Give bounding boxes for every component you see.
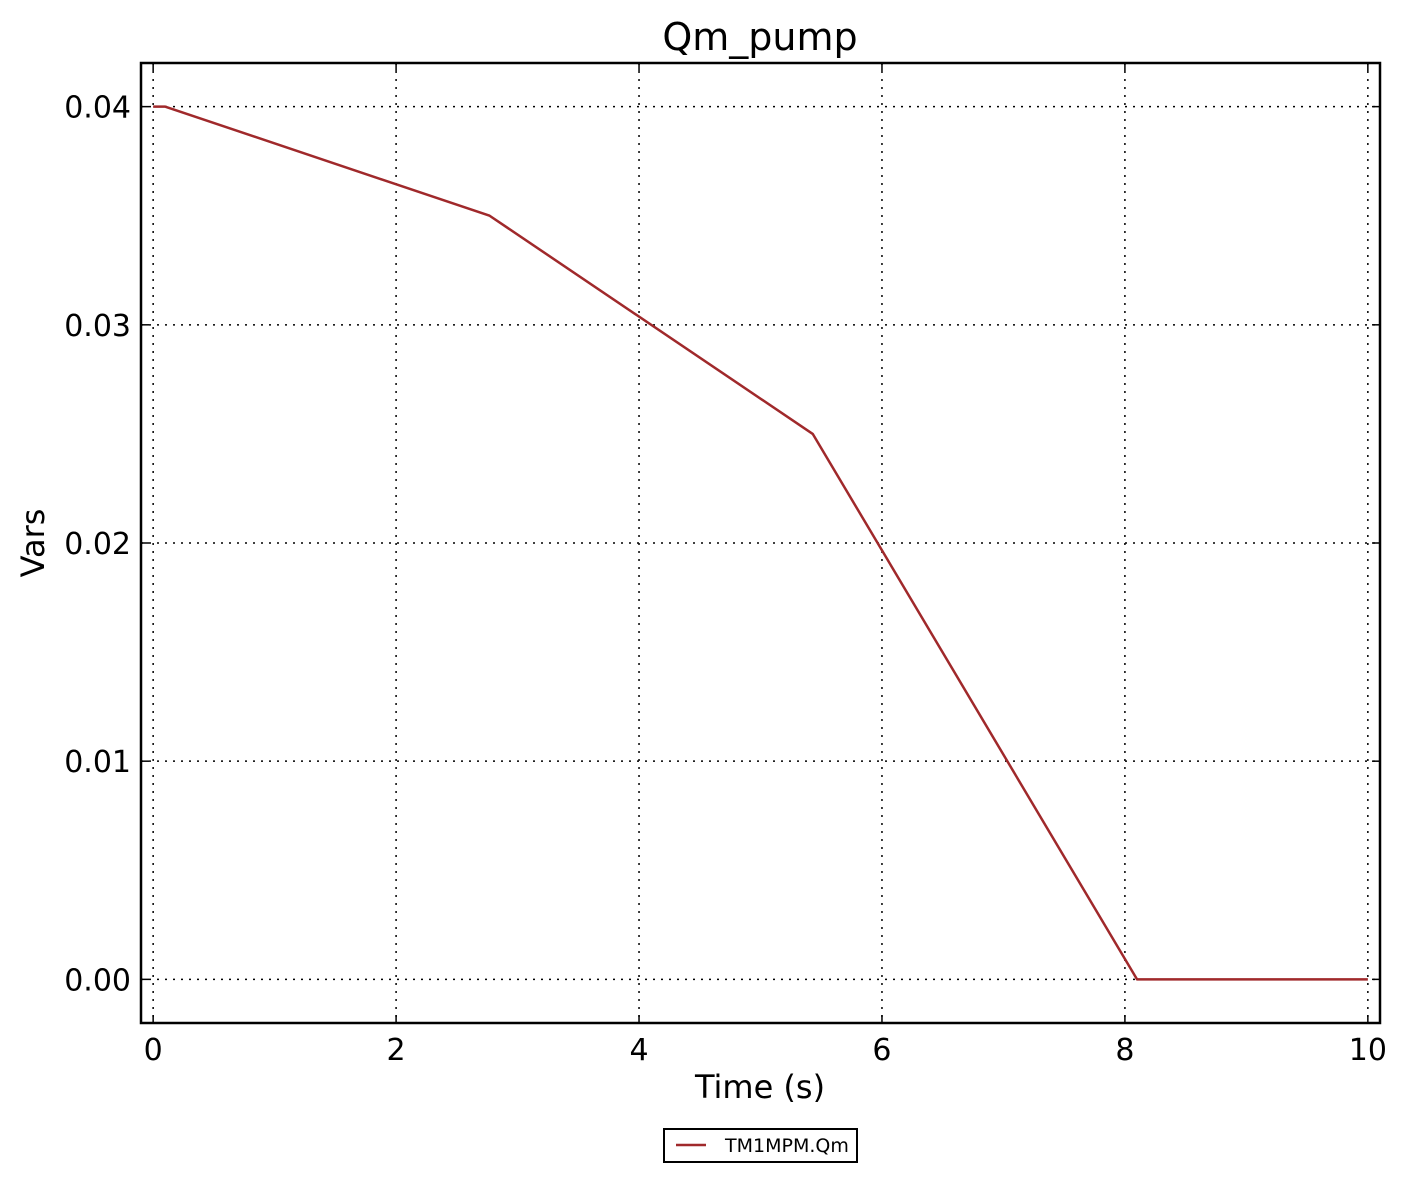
legend: TM1MPM.Qm (663, 1128, 858, 1163)
y-tick-label: 0.03 (64, 309, 131, 344)
x-tick-label: 8 (1115, 1033, 1134, 1068)
legend-label: TM1MPM.Qm (724, 1135, 849, 1157)
x-tick-label: 6 (872, 1033, 891, 1068)
series-layer (153, 105, 1368, 981)
y-tick-label: 0.02 (64, 527, 131, 562)
x-tick-label: 10 (1349, 1033, 1387, 1068)
x-tick-label: 4 (629, 1033, 648, 1068)
series-line (153, 105, 1368, 981)
y-tick-label: 0.00 (64, 963, 131, 998)
x-tick-label: 0 (144, 1033, 163, 1068)
x-axis-label: Time (s) (694, 1068, 825, 1106)
ticks: 0 2 4 6 8 10 0.00 0.01 0.02 0.03 0.04 (64, 63, 1387, 1068)
chart-title: Qm_pump (662, 15, 857, 59)
x-tick-label: 2 (387, 1033, 406, 1068)
grid (141, 63, 1380, 1023)
y-tick-label: 0.04 (64, 91, 131, 126)
y-axis-label: Vars (14, 509, 52, 578)
y-tick-label: 0.01 (64, 745, 131, 780)
